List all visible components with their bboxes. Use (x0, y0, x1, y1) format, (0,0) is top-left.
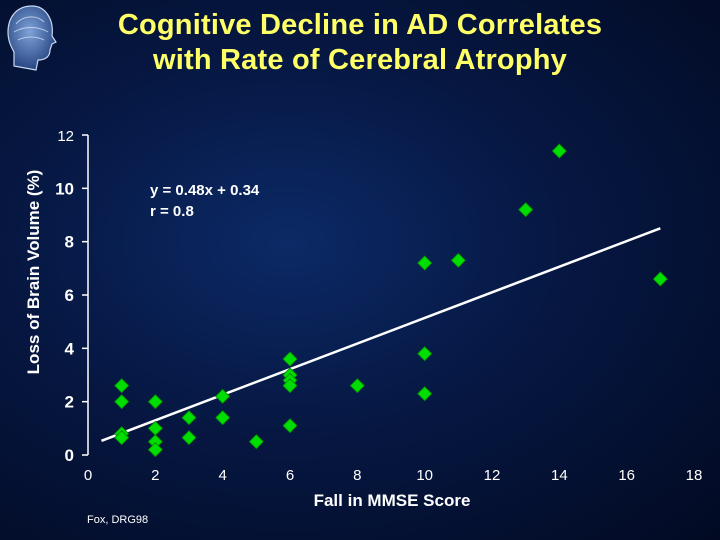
y-tick-label: 8 (65, 233, 74, 252)
data-point (652, 271, 668, 287)
x-tick-label: 8 (353, 467, 361, 484)
x-tick-label: 2 (151, 467, 159, 484)
y-tick-label: 2 (65, 393, 74, 412)
data-point (114, 394, 130, 410)
y-axis-ticks: 0 2 4 6 8 10 12 (55, 128, 88, 465)
head-silhouette-icon (7, 5, 57, 71)
data-points (114, 143, 668, 458)
data-point (282, 351, 298, 367)
x-tick-label: 18 (686, 467, 703, 484)
data-point (282, 378, 298, 394)
data-point (417, 255, 433, 271)
data-point (349, 378, 365, 394)
x-tick-label: 12 (484, 467, 501, 484)
data-point (417, 386, 433, 402)
data-point (450, 252, 466, 268)
data-point (282, 418, 298, 434)
y-tick-label: 10 (55, 179, 74, 198)
data-point (181, 410, 197, 426)
citation: Fox, DRG98 (87, 514, 149, 526)
y-tick-label: 6 (65, 286, 74, 305)
x-axis-title: Fall in MMSE Score (314, 491, 471, 510)
x-tick-label: 4 (218, 467, 226, 484)
x-tick-label: 14 (551, 467, 568, 484)
slide-title-line-1: Cognitive Decline in AD Correlates (117, 9, 603, 41)
x-tick-label: 0 (84, 467, 92, 484)
slide-title-line-2: with Rate of Cerebral Atrophy (153, 44, 567, 76)
data-point (147, 394, 163, 410)
data-point (417, 346, 433, 362)
data-point (147, 442, 163, 458)
correlation-coefficient: r = 0.8 (150, 203, 194, 220)
regression-line-group (101, 227, 661, 442)
data-point (551, 143, 567, 159)
y-tick-label: 4 (65, 339, 75, 358)
data-point (114, 430, 130, 446)
x-axis-ticks: 0 2 4 6 8 10 12 14 16 18 (84, 467, 703, 484)
data-point (181, 430, 197, 446)
y-axis-title: Loss of Brain Volume (%) (24, 170, 43, 375)
regression-equation: y = 0.48x + 0.34 (150, 182, 260, 199)
regression-line (101, 227, 661, 442)
data-point (215, 410, 231, 426)
data-point (518, 202, 534, 218)
data-point (114, 378, 130, 394)
x-tick-label: 16 (618, 467, 635, 484)
data-point (215, 388, 231, 404)
y-tick-label: 0 (65, 446, 74, 465)
x-tick-label: 6 (286, 467, 294, 484)
y-tick-label: 12 (57, 128, 74, 145)
data-point (248, 434, 264, 450)
x-tick-label: 10 (416, 467, 433, 484)
